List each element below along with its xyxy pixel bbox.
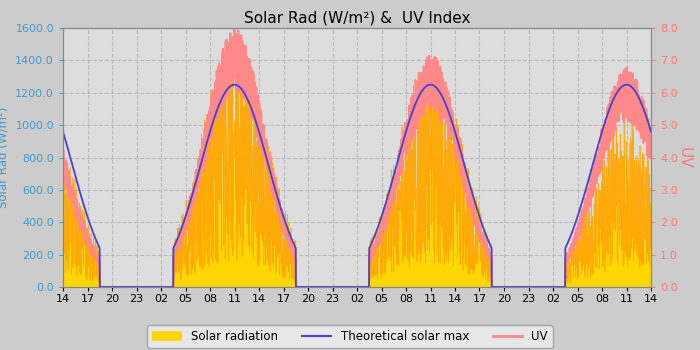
- Y-axis label: UV: UV: [677, 147, 692, 168]
- Y-axis label: Solar Rad (W/m²): Solar Rad (W/m²): [0, 107, 10, 208]
- Title: Solar Rad (W/m²) &  UV Index: Solar Rad (W/m²) & UV Index: [244, 10, 470, 26]
- Legend: Solar radiation, Theoretical solar max, UV: Solar radiation, Theoretical solar max, …: [147, 325, 553, 348]
